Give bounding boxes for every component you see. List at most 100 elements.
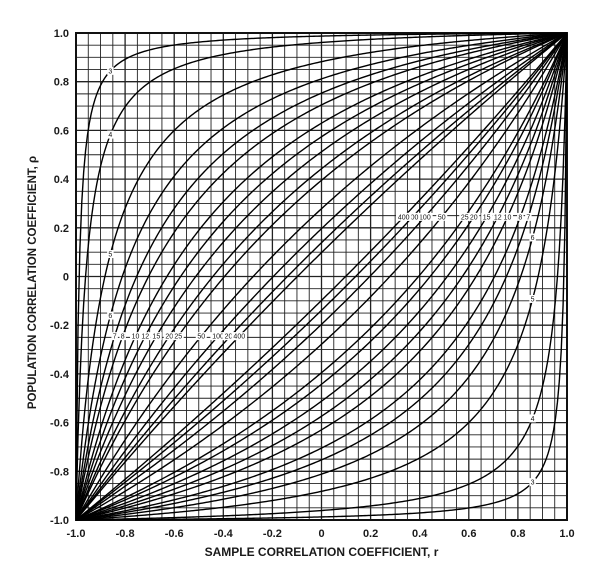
curve-label-background [492,212,504,221]
curve-label-lower-n12: 12 [494,214,502,221]
curve-label-upper-n10: 10 [132,334,140,341]
curve-upper-n400 [75,32,568,521]
curve-upper-n7 [75,32,567,520]
curve-label-upper-n3: 3 [108,68,112,75]
curve-label-upper-n7: 7 [113,334,117,341]
curve-label-upper-n200: 200 [225,334,237,341]
curve-label-upper-n12: 12 [141,334,149,341]
y-tick-label: -0.6 [50,418,69,430]
curve-label-background [481,212,493,221]
curve-label-background [404,212,421,221]
curve-label-background [107,250,114,259]
curve-label-background [459,212,471,221]
y-tick-label: -0.2 [50,320,69,332]
curve-label-background [529,294,536,303]
x-tick-label: 1.0 [559,528,574,540]
curve-label-background [107,66,114,75]
y-tick-label: -0.8 [50,466,69,478]
curve-lower-n400 [75,32,568,521]
curve-lower-n7 [76,33,568,521]
curve-label-background [139,332,151,341]
curve-label-upper-n25: 25 [174,334,182,341]
curve-label-upper-n400: 400 [233,334,245,341]
curve-upper-n100 [75,32,568,521]
y-tick-label: 0.2 [54,223,69,235]
grid [76,33,567,520]
y-tick-label: 0.4 [54,174,70,186]
curve-label-background [436,212,448,221]
x-tick-label: -1.0 [67,528,86,540]
curves [75,32,568,521]
y-tick-label: 0.8 [54,77,69,89]
curve-label-lower-n50: 50 [438,214,446,221]
curve-label-upper-n8: 8 [121,334,125,341]
curve-label-background [468,212,480,221]
curve-label-background [163,332,175,341]
curve-label-lower-n100: 100 [419,214,431,221]
curve-lower-n12 [75,33,568,521]
curve-label-lower-n7: 7 [526,214,530,221]
curve-label-lower-n400: 400 [398,214,410,221]
curve-lower-n200 [75,32,568,521]
curve-label-upper-n5: 5 [108,252,112,259]
curve-lower-n100 [75,32,568,521]
curve-label-upper-n15: 15 [152,334,160,341]
curve-label-background [111,332,118,341]
x-tick-label: -0.2 [263,528,282,540]
curve-label-background [529,478,536,487]
x-tick-label: 0.6 [461,528,476,540]
curve-lower-n20 [75,33,568,521]
curve-upper-n8 [75,32,568,520]
curve-upper-n12 [75,32,568,520]
curve-label-lower-n8: 8 [518,214,522,221]
curve-label-background [502,212,514,221]
curve-label-lower-n25: 25 [461,214,469,221]
tick-labels: -1.0 -0.8 -0.6 -0.4 -0.2 0 0.2 0.4 0.6 0.8 1.0 -1.0… [50,28,575,540]
curve-label-background [529,414,536,423]
curve-label-background [172,332,184,341]
curve-label-background [107,130,114,139]
curve-lower-n10 [75,33,568,521]
x-tick-label: 0.4 [412,528,428,540]
y-tick-label: 0 [63,272,69,284]
curve-label-lower-n15: 15 [483,214,491,221]
x-tick-label: 0.2 [363,528,378,540]
curve-lower-n5 [76,34,568,521]
x-tick-label: 0 [318,528,324,540]
curve-lower-n4 [76,39,568,521]
curve-label-background [195,332,207,341]
plot-frame [75,32,568,521]
curve-label-background [129,332,141,341]
curve-label-lower-n3: 3 [531,480,535,487]
curve-lower-n6 [76,34,568,521]
curve-upper-n25 [75,32,568,521]
curve-upper-n4 [75,32,567,514]
curve-lower-n50 [75,32,568,521]
curve-label-lower-n5: 5 [531,296,535,303]
curve-upper-n6 [75,32,567,519]
curve-label-background [231,332,248,341]
curve-label-background [395,212,412,221]
curve-upper-n3 [75,32,567,502]
curve-label-lower-n10: 10 [504,214,512,221]
curve-label-background [107,311,114,320]
curve-label-background [150,332,162,341]
curve-lower-n8 [75,33,568,521]
y-tick-label: 1.0 [54,28,69,40]
curve-label-background [222,332,239,341]
y-tick-label: -1.0 [50,515,69,527]
x-tick-label: -0.6 [165,528,184,540]
x-axis-title: SAMPLE CORRELATION COEFFICIENT, r [205,545,439,559]
x-tick-label: -0.4 [214,528,234,540]
curve-label-background [529,233,536,242]
x-tick-label: -0.8 [116,528,135,540]
curve-label-background [119,332,126,341]
curve-lower-n25 [75,32,568,521]
curve-label-lower-n6: 6 [531,235,535,242]
curve-label-background [525,212,532,221]
curve-labels: 3344556677881010121215152020252550501001… [107,66,536,487]
curve-upper-n10 [75,32,568,520]
curve-label-upper-n20: 20 [165,334,173,341]
curve-lower-n3 [76,51,568,521]
